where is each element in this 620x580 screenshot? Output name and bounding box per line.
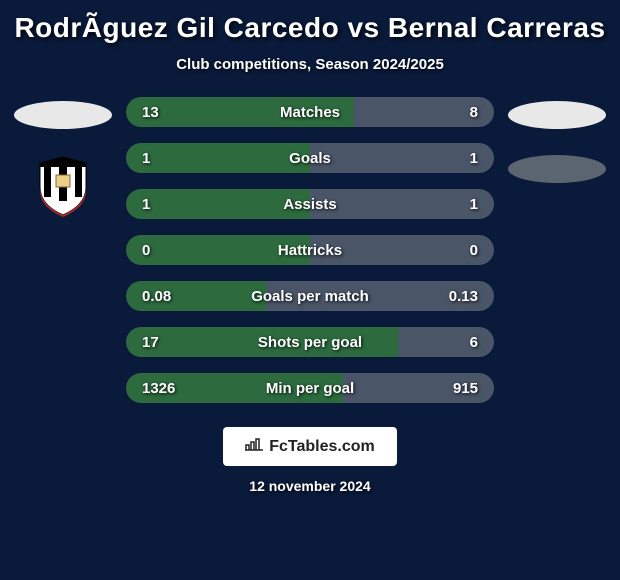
stat-value-left: 13 <box>126 104 206 121</box>
subtitle: Club competitions, Season 2024/2025 <box>0 48 620 89</box>
stat-label: Hattricks <box>206 242 414 259</box>
stat-row: 17Shots per goal6 <box>126 327 494 357</box>
stat-value-right: 1 <box>414 196 494 213</box>
stat-label: Shots per goal <box>206 334 414 351</box>
stat-value-right: 6 <box>414 334 494 351</box>
date-label: 12 november 2024 <box>249 478 370 494</box>
stat-label: Matches <box>206 104 414 121</box>
stat-row: 0.08Goals per match0.13 <box>126 281 494 311</box>
stats-list: 13Matches81Goals11Assists10Hattricks00.0… <box>120 89 500 411</box>
stat-row: 0Hattricks0 <box>126 235 494 265</box>
stat-label: Assists <box>206 196 414 213</box>
branding-badge[interactable]: FcTables.com <box>223 427 397 466</box>
branding-label: FcTables.com <box>269 438 375 456</box>
stat-row: 13Matches8 <box>126 97 494 127</box>
stat-value-left: 17 <box>126 334 206 351</box>
right-side <box>500 89 614 411</box>
stat-value-right: 0.13 <box>414 288 494 305</box>
page-title: RodrÃ­guez Gil Carcedo vs Bernal Carrera… <box>0 0 620 48</box>
stat-value-right: 0 <box>414 242 494 259</box>
stat-value-right: 1 <box>414 150 494 167</box>
stat-value-left: 1 <box>126 150 206 167</box>
stat-value-right: 915 <box>414 380 494 397</box>
club-right-placeholder <box>508 155 606 183</box>
stat-value-left: 0 <box>126 242 206 259</box>
stat-row: 1Assists1 <box>126 189 494 219</box>
left-side <box>6 89 120 411</box>
stat-value-left: 1 <box>126 196 206 213</box>
footer: FcTables.com 12 november 2024 <box>0 427 620 494</box>
club-badge-left <box>34 155 92 217</box>
stat-value-left: 1326 <box>126 380 206 397</box>
stat-row: 1Goals1 <box>126 143 494 173</box>
player-right-placeholder <box>508 101 606 129</box>
stat-label: Goals per match <box>206 288 414 305</box>
stat-value-left: 0.08 <box>126 288 206 305</box>
stat-label: Min per goal <box>206 380 414 397</box>
stat-value-right: 8 <box>414 104 494 121</box>
stat-label: Goals <box>206 150 414 167</box>
chart-icon <box>245 437 263 456</box>
player-left-placeholder <box>14 101 112 129</box>
stat-row: 1326Min per goal915 <box>126 373 494 403</box>
shield-icon <box>34 155 92 217</box>
main-content: 13Matches81Goals11Assists10Hattricks00.0… <box>0 89 620 411</box>
